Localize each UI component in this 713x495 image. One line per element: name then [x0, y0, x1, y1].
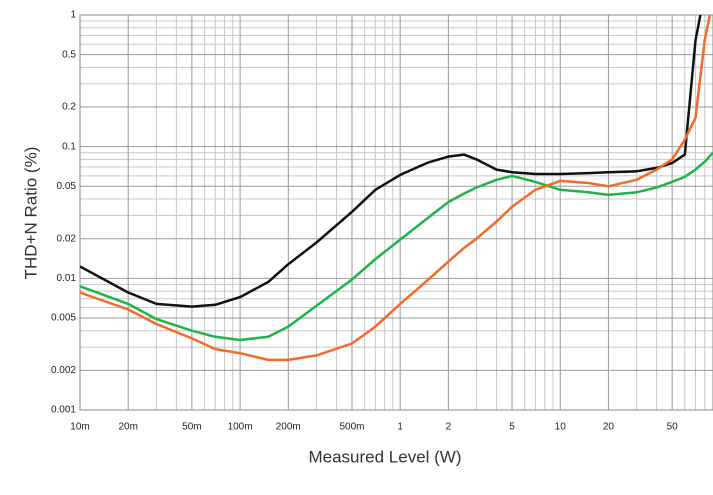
- series-line: [80, 151, 713, 342]
- y-tick-label: 0.01: [57, 273, 77, 284]
- x-tick-label: 50: [667, 422, 679, 433]
- x-tick-label: 20m: [118, 422, 137, 433]
- x-axis-title: Measured Level (W): [308, 447, 461, 466]
- x-tick-label: 10: [555, 422, 567, 433]
- x-tick-label: 100m: [228, 422, 253, 433]
- plot-frame: [79, 14, 713, 411]
- y-axis-title: THD+N Ratio (%): [21, 147, 40, 280]
- x-tick-label: 500m: [339, 422, 364, 433]
- y-tick-label: 0.002: [51, 365, 76, 376]
- series-line: [80, 15, 712, 362]
- y-tick-label: 0.001: [51, 405, 76, 416]
- plot-area: [80, 15, 713, 362]
- x-tick-label: 5: [509, 422, 515, 433]
- series-line: [80, 15, 702, 308]
- y-tick-label: 0.5: [62, 49, 76, 60]
- y-tick-label: 0.02: [57, 233, 77, 244]
- y-tick-label: 0.1: [62, 141, 76, 152]
- y-tick-label: 0.05: [57, 181, 77, 192]
- x-tick-label: 1: [397, 422, 403, 433]
- y-tick-label: 1: [70, 10, 76, 21]
- x-tick-label: 10m: [70, 422, 89, 433]
- y-tick-label: 0.2: [62, 102, 76, 113]
- x-tick-label: 50m: [182, 422, 201, 433]
- y-tick-label: 0.005: [51, 313, 76, 324]
- x-tick-label: 200m: [276, 422, 301, 433]
- x-tick-label: 2: [446, 422, 452, 433]
- x-tick-label: 20: [603, 422, 615, 433]
